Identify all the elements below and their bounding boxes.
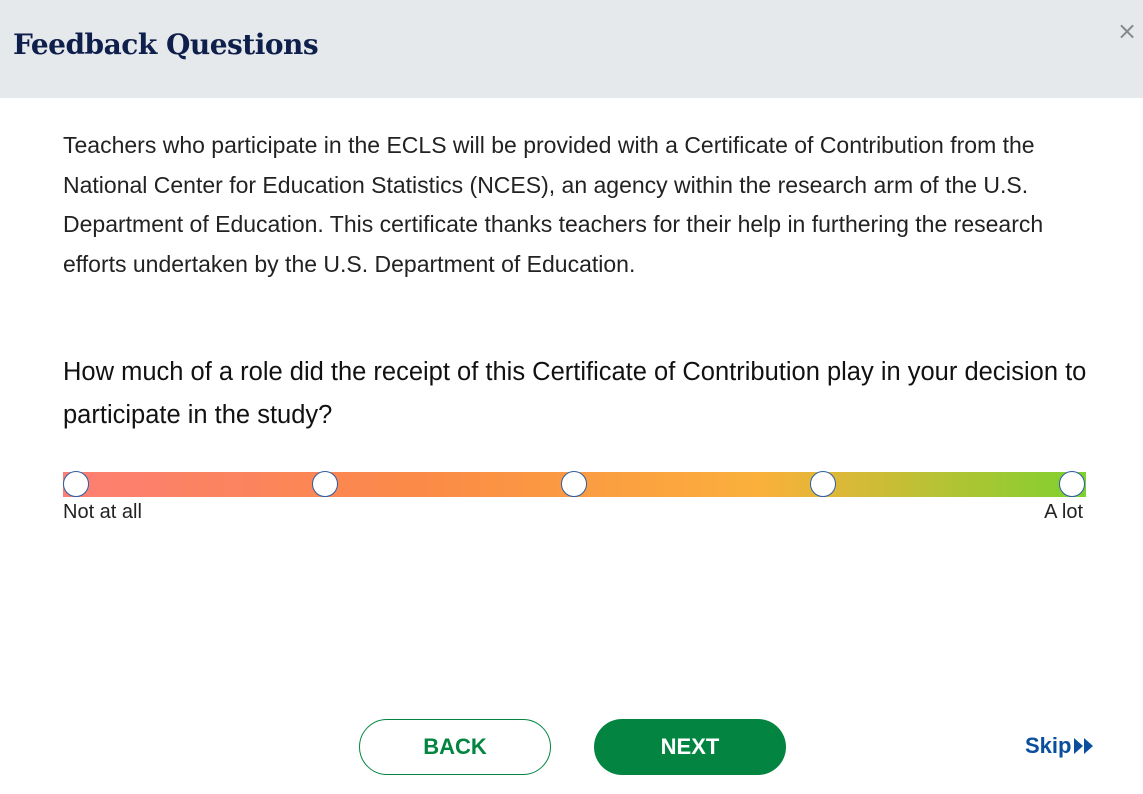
scale-min-label: Not at all — [63, 501, 142, 523]
close-icon[interactable]: × — [1116, 17, 1138, 45]
skip-link[interactable]: Skip — [1025, 733, 1094, 759]
scale-option-3[interactable] — [561, 471, 587, 497]
scale-option-4[interactable] — [810, 471, 836, 497]
scale-option-2[interactable] — [312, 471, 338, 497]
next-button[interactable]: NEXT — [594, 719, 786, 775]
scale-max-label: A lot — [1044, 501, 1083, 523]
rating-scale[interactable] — [63, 471, 1086, 497]
fast-forward-icon — [1074, 738, 1094, 754]
dialog-title: Feedback Questions — [13, 28, 319, 61]
intro-text: Teachers who participate in the ECLS wil… — [63, 132, 1044, 277]
scale-option-1[interactable] — [63, 471, 89, 497]
question-text: How much of a role did the receipt of th… — [63, 358, 1087, 429]
back-button[interactable]: BACK — [359, 719, 551, 775]
skip-label: Skip — [1025, 733, 1072, 758]
dialog-header: Feedback Questions × — [0, 0, 1143, 98]
scale-option-5[interactable] — [1059, 471, 1085, 497]
